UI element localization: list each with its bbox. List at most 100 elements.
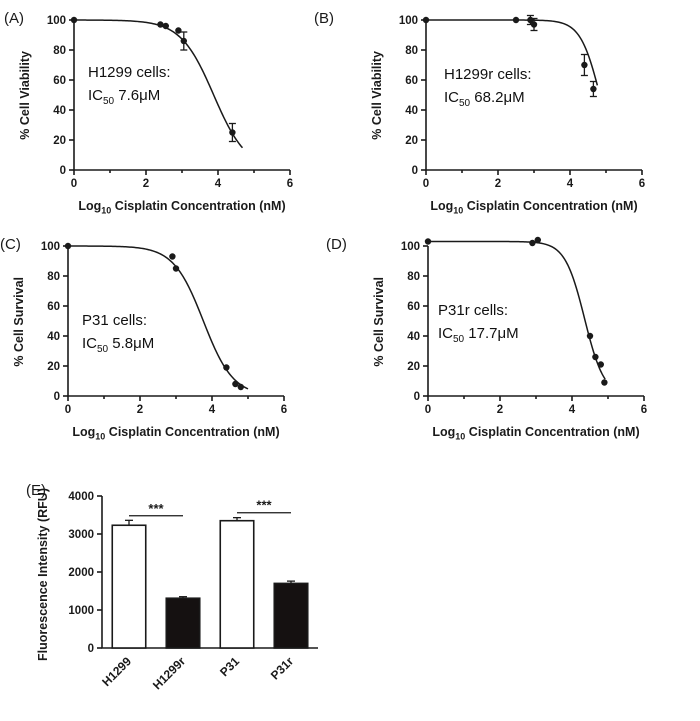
panel-b-label: (B)	[314, 10, 334, 27]
svg-text:100: 100	[47, 15, 66, 27]
svg-text:1000: 1000	[68, 605, 94, 617]
data-points	[424, 236, 608, 386]
tick-labels: 0 20 40 60 80 100 0 2 4 6	[47, 15, 293, 190]
panel-b-cell-line: H1299r cells:	[444, 66, 532, 83]
svg-text:4000: 4000	[68, 491, 94, 503]
panel-d-y-axis-label: % Cell Survival	[372, 276, 386, 367]
svg-text:100: 100	[41, 241, 60, 253]
svg-text:60: 60	[47, 301, 60, 313]
panel-b: (B) % Cell Viability 0 20 40 60 80 100 0 2 4 6 H1…	[314, 4, 656, 216]
panel-c-label: (C)	[0, 236, 21, 253]
panel-a-y-axis-label: % Cell Viability	[18, 51, 32, 141]
svg-text:0: 0	[65, 404, 71, 416]
dose-response-plot-d: 0 20 40 60 80 100 0 2 4 6	[401, 236, 647, 416]
svg-text:20: 20	[407, 361, 420, 373]
panel-d-label: (D)	[326, 236, 347, 253]
panel-d: (D) % Cell Survival 0 20 40 60 80 100 0 2 4 6 P31…	[326, 230, 658, 442]
panel-a-annotation: H1299 cells: IC50 7.6μM	[88, 62, 171, 109]
fit-curve	[68, 245, 249, 390]
panel-a-cell-line: H1299 cells:	[88, 64, 171, 81]
data-points	[64, 242, 244, 391]
svg-text:6: 6	[639, 178, 645, 190]
significance-stars: ***	[256, 498, 272, 513]
svg-text:0: 0	[60, 165, 66, 177]
panel-c: (C) % Cell Survival 0 20 40 60 80 100 0 2 4 6 P31…	[0, 230, 298, 442]
svg-text:40: 40	[53, 105, 66, 117]
svg-text:0: 0	[412, 165, 418, 177]
svg-text:H1299: H1299	[99, 654, 134, 689]
svg-text:60: 60	[53, 75, 66, 87]
fit-curve	[426, 19, 599, 86]
svg-text:6: 6	[641, 404, 647, 416]
panel-b-annotation: H1299r cells: IC50 68.2μM	[444, 64, 532, 111]
svg-text:2: 2	[137, 404, 143, 416]
panel-c-cell-line: P31 cells:	[82, 312, 148, 329]
panel-e: (E) Fluorescence Intensity (RFU) 0 1000 20…	[26, 476, 326, 721]
svg-text:0: 0	[71, 178, 77, 190]
panel-e-y-axis-label: Fluorescence Intensity (RFU)	[36, 488, 50, 661]
svg-text:80: 80	[47, 271, 60, 283]
significance-stars: ***	[148, 501, 164, 516]
svg-text:2: 2	[143, 178, 149, 190]
svg-text:3000: 3000	[68, 529, 94, 541]
svg-text:40: 40	[47, 331, 60, 343]
svg-text:6: 6	[287, 178, 293, 190]
svg-text:0: 0	[425, 404, 431, 416]
panel-d-cell-line: P31r cells:	[438, 302, 509, 319]
fit-curve	[428, 240, 606, 380]
panel-a: (A) % Cell Viability 0 20 40 60 80 100 0 2 4 6 H1…	[4, 4, 304, 216]
svg-text:60: 60	[405, 75, 418, 87]
svg-text:H1299r: H1299r	[150, 654, 188, 692]
svg-text:P31r: P31r	[268, 654, 297, 683]
panel-b-x-axis-label: Log10 Cisplatin Concentration (nM)	[430, 199, 638, 216]
data-points	[422, 16, 597, 93]
svg-text:4: 4	[567, 178, 574, 190]
panel-b-ic50: IC50 68.2μM	[444, 88, 525, 109]
panel-d-annotation: P31r cells: IC50 17.7μM	[438, 300, 519, 347]
dose-response-plot-b: 0 20 40 60 80 100 0 2 4 6	[399, 14, 645, 190]
panel-c-x-axis-label: Log10 Cisplatin Concentration (nM)	[72, 425, 280, 442]
svg-text:6: 6	[281, 404, 287, 416]
svg-text:20: 20	[53, 135, 66, 147]
svg-text:40: 40	[405, 105, 418, 117]
axes	[69, 19, 291, 175]
error-bars	[526, 14, 597, 98]
tick-labels: 0 20 40 60 80 100 0 2 4 6	[399, 15, 645, 190]
tick-labels: 0 1000 2000 3000 4000	[68, 491, 94, 655]
svg-text:2: 2	[495, 178, 501, 190]
dose-response-plot-c: 0 20 40 60 80 100 0 2 4 6	[41, 241, 287, 416]
svg-text:80: 80	[405, 45, 418, 57]
svg-text:100: 100	[399, 15, 418, 27]
data-points	[70, 16, 236, 136]
svg-text:4: 4	[569, 404, 576, 416]
panel-d-x-axis-label: Log10 Cisplatin Concentration (nM)	[432, 425, 640, 442]
tick-labels: 0 20 40 60 80 100 0 2 4 6	[41, 241, 287, 416]
svg-text:20: 20	[47, 361, 60, 373]
panel-e-label: (E)	[26, 482, 46, 499]
svg-text:0: 0	[54, 391, 60, 403]
svg-text:0: 0	[88, 643, 94, 655]
axes	[63, 245, 285, 401]
svg-text:80: 80	[53, 45, 66, 57]
panel-d-ic50: IC50 17.7μM	[438, 324, 519, 345]
panel-c-annotation: P31 cells: IC50 5.8μM	[82, 310, 154, 357]
svg-text:2: 2	[497, 404, 503, 416]
panel-a-ic50: IC50 7.6μM	[88, 86, 161, 107]
panel-b-y-axis-label: % Cell Viability	[370, 51, 384, 141]
svg-text:4: 4	[209, 404, 216, 416]
svg-text:P31: P31	[217, 654, 242, 679]
svg-text:0: 0	[423, 178, 429, 190]
axes	[423, 245, 645, 401]
svg-text:2000: 2000	[68, 567, 94, 579]
dose-response-plot-a: 0 20 40 60 80 100 0 2 4 6	[47, 15, 293, 190]
error-bars	[125, 517, 295, 599]
svg-text:20: 20	[405, 135, 418, 147]
svg-text:40: 40	[407, 331, 420, 343]
tick-labels: 0 20 40 60 80 100 0 2 4 6	[401, 241, 647, 416]
svg-text:100: 100	[401, 241, 420, 253]
panel-a-x-axis-label: Log10 Cisplatin Concentration (nM)	[78, 199, 286, 216]
significance: *** ***	[129, 498, 291, 517]
svg-text:0: 0	[414, 391, 420, 403]
